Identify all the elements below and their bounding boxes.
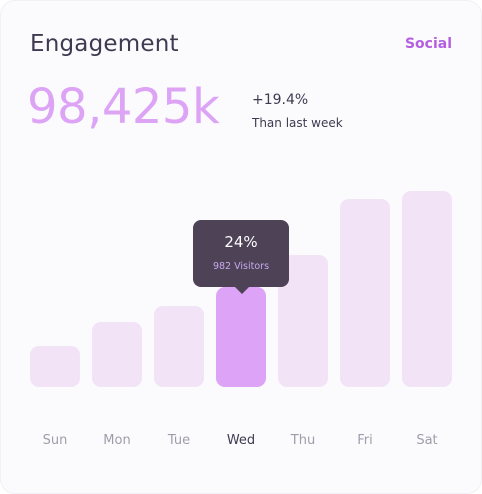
day-label-fri: Fri [357,433,373,448]
day-label-mon: Mon [103,433,131,448]
bar-fri[interactable] [340,199,390,387]
change-caption: Than last week [252,116,343,130]
tooltip-visitors: 982 Visitors [212,261,270,272]
day-label-tue: Tue [167,433,191,448]
bar-mon[interactable] [92,322,142,387]
bar-tooltip: 24% 982 Visitors [193,220,289,294]
change-percent: +19.4% [252,92,309,108]
day-label-sat: Sat [416,433,438,448]
social-filter-link[interactable]: Social [404,36,452,52]
bar-wed[interactable] [216,287,266,387]
bar-sun[interactable] [30,346,80,387]
bar-tue[interactable] [154,306,204,387]
day-label-wed: Wed [226,433,256,448]
total-engagement-value: 98,425k [27,79,220,135]
card-title: Engagement [30,31,179,57]
day-label-sun: Sun [42,433,68,448]
tooltip-percent: 24% [224,233,258,251]
day-label-thu: Thu [290,433,316,448]
bar-sat[interactable] [402,191,452,387]
